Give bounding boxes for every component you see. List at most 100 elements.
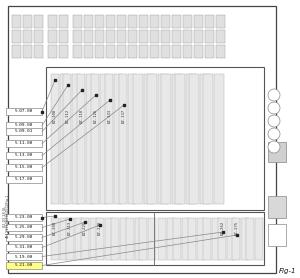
Bar [167, 218, 175, 260]
Bar [84, 15, 93, 28]
Text: EZ.126: EZ.126 [94, 109, 98, 123]
Bar [6, 224, 42, 231]
Text: 5.15.00: 5.15.00 [15, 165, 33, 170]
Circle shape [268, 102, 280, 114]
Bar [6, 164, 42, 171]
Bar [139, 45, 148, 58]
Bar [268, 224, 286, 246]
Bar [172, 74, 182, 204]
Circle shape [268, 115, 280, 127]
Bar [23, 30, 32, 43]
Bar [73, 30, 82, 43]
Bar [182, 218, 190, 260]
Bar [60, 218, 68, 260]
Text: EZ.275: EZ.275 [235, 221, 239, 235]
Bar [12, 45, 21, 58]
Bar [183, 15, 192, 28]
Bar [216, 45, 225, 58]
Circle shape [268, 128, 280, 140]
Text: EZ.112: EZ.112 [66, 109, 70, 123]
Bar [128, 74, 136, 204]
Bar [161, 30, 170, 43]
Bar [66, 218, 74, 260]
Bar [158, 74, 168, 204]
Bar [148, 218, 156, 260]
Bar [81, 218, 89, 260]
Bar [59, 15, 68, 28]
Bar [59, 45, 68, 58]
Bar [6, 262, 42, 269]
Text: EZ.225: EZ.225 [83, 221, 87, 235]
Bar [150, 30, 159, 43]
Bar [59, 30, 68, 43]
Bar [84, 30, 93, 43]
Bar [128, 15, 137, 28]
Bar [106, 30, 115, 43]
Bar [72, 74, 80, 204]
Bar [84, 45, 93, 58]
Bar [175, 74, 185, 204]
Bar [158, 218, 166, 260]
Bar [60, 74, 68, 204]
Text: EZ.213: EZ.213 [68, 221, 72, 235]
Bar [216, 30, 225, 43]
Bar [197, 218, 205, 260]
Bar [227, 218, 235, 260]
Bar [91, 74, 99, 204]
Bar [6, 152, 42, 159]
Bar [117, 45, 126, 58]
Bar [161, 45, 170, 58]
Bar [8, 6, 276, 273]
Bar [150, 15, 159, 28]
Bar [119, 74, 127, 204]
Text: EZ.238: EZ.238 [98, 221, 102, 235]
Text: 5.13.00: 5.13.00 [15, 153, 33, 158]
Text: 5.25.00: 5.25.00 [15, 225, 33, 230]
Bar [46, 212, 264, 265]
Bar [6, 108, 42, 115]
Bar [86, 74, 94, 204]
Text: EZ.118: EZ.118 [80, 109, 84, 123]
Bar [172, 15, 181, 28]
Bar [34, 45, 43, 58]
Bar [133, 74, 143, 204]
Bar [120, 218, 128, 260]
Bar [144, 74, 154, 204]
Bar [150, 45, 159, 58]
Bar [96, 218, 104, 260]
Bar [6, 234, 42, 241]
Bar [117, 30, 126, 43]
Bar [100, 74, 108, 204]
Bar [114, 74, 122, 204]
Bar [173, 218, 181, 260]
Bar [214, 74, 224, 204]
Bar [268, 196, 286, 218]
Bar [268, 142, 286, 162]
Bar [46, 67, 264, 210]
Bar [6, 176, 42, 183]
Bar [106, 45, 115, 58]
Bar [48, 45, 57, 58]
Bar [6, 128, 42, 135]
Bar [218, 218, 226, 260]
Bar [139, 218, 147, 260]
Bar [194, 30, 203, 43]
Bar [6, 122, 42, 129]
Bar [255, 218, 263, 260]
Bar [194, 45, 203, 58]
Bar [12, 30, 21, 43]
Bar [212, 218, 220, 260]
Bar [6, 140, 42, 147]
Bar [172, 30, 181, 43]
Bar [75, 218, 83, 260]
Bar [23, 45, 32, 58]
Bar [188, 218, 196, 260]
Bar [161, 74, 171, 204]
Circle shape [268, 89, 280, 101]
Bar [186, 74, 196, 204]
Bar [34, 30, 43, 43]
Bar [189, 74, 199, 204]
Text: 5.21.00: 5.21.00 [15, 264, 33, 267]
Bar [51, 74, 59, 204]
Bar [105, 218, 113, 260]
